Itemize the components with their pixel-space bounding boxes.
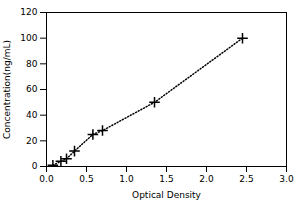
svg-text:100: 100: [20, 33, 37, 43]
svg-text:1.5: 1.5: [159, 174, 173, 184]
svg-text:60: 60: [26, 84, 38, 94]
svg-text:40: 40: [26, 110, 38, 120]
svg-text:0.5: 0.5: [79, 174, 93, 184]
svg-text:Concentration(ng/mL): Concentration(ng/mL): [2, 40, 12, 139]
svg-text:120: 120: [20, 7, 37, 17]
svg-text:20: 20: [26, 136, 38, 146]
svg-text:3.0: 3.0: [279, 174, 294, 184]
svg-text:2.5: 2.5: [239, 174, 253, 184]
svg-text:2.0: 2.0: [199, 174, 214, 184]
svg-text:80: 80: [26, 59, 38, 69]
svg-text:0: 0: [32, 161, 38, 171]
svg-text:1.0: 1.0: [119, 174, 134, 184]
svg-text:0.0: 0.0: [39, 174, 54, 184]
svg-text:Optical Density: Optical Density: [132, 190, 202, 200]
